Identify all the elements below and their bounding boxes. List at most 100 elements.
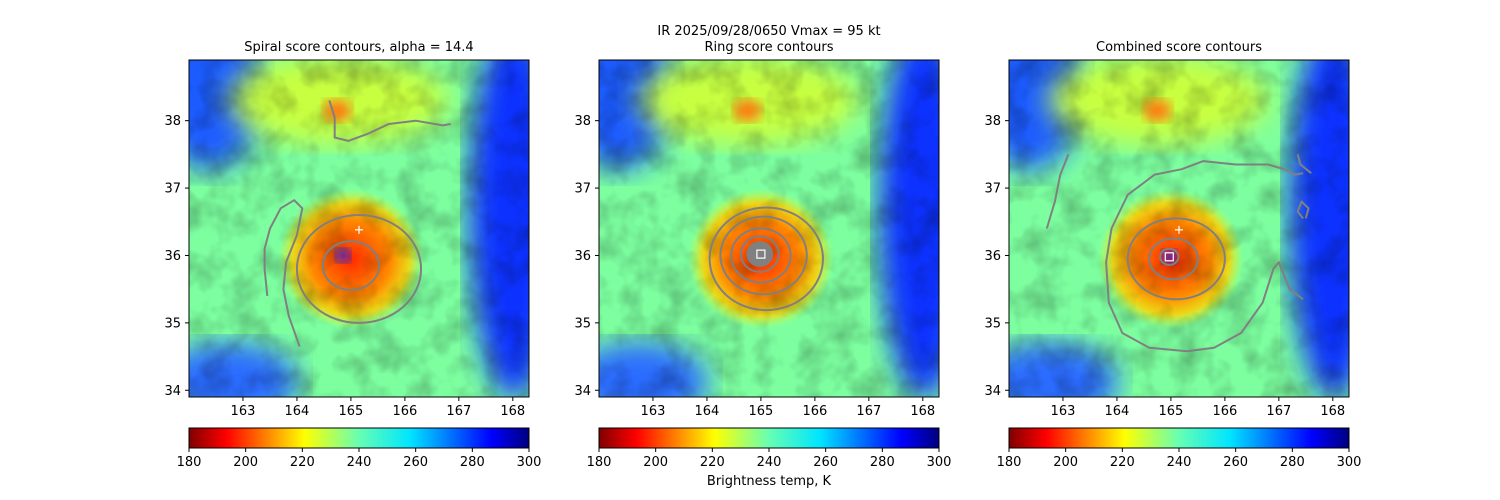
x-tick-label: 163 xyxy=(641,404,666,419)
convective-cell xyxy=(323,99,352,122)
y-tick-label: 37 xyxy=(164,182,181,197)
contour-4 xyxy=(328,100,451,142)
y-tick-label: 34 xyxy=(574,384,591,399)
y-tick-label: 36 xyxy=(984,249,1001,264)
contour-5 xyxy=(1045,154,1070,229)
x-tick-label: 165 xyxy=(748,404,773,419)
x-tick-label: 163 xyxy=(1051,404,1076,419)
contour-5 xyxy=(708,206,824,312)
axes-frame xyxy=(1008,59,1350,398)
colorbar-gradient xyxy=(188,427,530,449)
convective-cell xyxy=(1143,99,1172,122)
x-tick-label: 167 xyxy=(446,404,471,419)
y-tick-label: 36 xyxy=(164,249,181,264)
center-marker xyxy=(756,249,766,259)
figure-title: IR 2025/09/28/0650 Vmax = 95 kt xyxy=(657,24,880,39)
x-tick-label: 166 xyxy=(802,404,827,419)
contour-7 xyxy=(1296,154,1312,174)
y-tick-label: 35 xyxy=(574,316,591,331)
colorbar-tick-label: 260 xyxy=(403,455,428,470)
convective-cell xyxy=(733,99,762,122)
x-tick-label: 164 xyxy=(695,404,720,419)
colorbar-tick-label: 180 xyxy=(587,455,612,470)
colorbar-tick-label: 260 xyxy=(1223,455,1248,470)
colorbar-tick-label: 260 xyxy=(813,455,838,470)
contour-1 xyxy=(746,241,774,267)
contour-2 xyxy=(1148,237,1199,281)
contours xyxy=(708,206,824,312)
y-tick-label: 35 xyxy=(164,316,181,331)
contour-4 xyxy=(1105,160,1304,353)
colorbar-tick-label: 180 xyxy=(997,455,1022,470)
colorbar-tick-label: 240 xyxy=(347,455,372,470)
x-tick-label: 165 xyxy=(1158,404,1183,419)
x-tick-label: 164 xyxy=(285,404,310,419)
x-tick-label: 163 xyxy=(231,404,256,419)
colorbar-tick-label: 240 xyxy=(757,455,782,470)
colorbar-tick-label: 280 xyxy=(870,455,895,470)
colorbar: 180 200 220 240 260 280 300 xyxy=(177,427,542,470)
colorbar-tick-label: 240 xyxy=(1167,455,1192,470)
plus-marker xyxy=(355,225,363,234)
x-tick-label: 167 xyxy=(1266,404,1291,419)
x-tick-label: 164 xyxy=(1105,404,1130,419)
panel-3: Combined score contours 163 164 165 166 167 16… xyxy=(984,40,1362,470)
contour-2 xyxy=(739,235,780,273)
y-tick-label: 38 xyxy=(164,114,181,129)
colorbar: 180 200 220 240 260 280 300 xyxy=(997,427,1362,470)
contour-2 xyxy=(295,213,423,324)
y-tick-label: 37 xyxy=(574,182,591,197)
contour-3 xyxy=(1126,217,1226,301)
y-tick-label: 38 xyxy=(574,114,591,129)
x-tick-label: 168 xyxy=(500,404,525,419)
panel-title: Combined score contours xyxy=(1096,40,1262,55)
colorbar-tick-label: 220 xyxy=(1110,455,1135,470)
panel-2: Ring score contours 163 164 165 166 167 168 34 3… xyxy=(574,40,952,470)
panel-title: Ring score contours xyxy=(704,40,833,55)
contour-4 xyxy=(719,215,808,296)
colorbar-tick-label: 300 xyxy=(927,455,952,470)
contour-3 xyxy=(263,199,304,347)
colorbar-tick-label: 300 xyxy=(1337,455,1362,470)
eye xyxy=(1161,249,1177,264)
colorbar-tick-label: 200 xyxy=(1053,455,1078,470)
y-tick-label: 34 xyxy=(984,384,1001,399)
y-tick-label: 36 xyxy=(574,249,591,264)
x-tick-label: 168 xyxy=(910,404,935,419)
colorbar: 180 200 220 240 260 280 300 xyxy=(587,427,952,470)
y-tick-label: 37 xyxy=(984,182,1001,197)
x-tick-label: 166 xyxy=(392,404,417,419)
eye xyxy=(335,248,351,263)
colorbar-tick-label: 220 xyxy=(290,455,315,470)
axes-frame xyxy=(598,59,940,398)
contour-1 xyxy=(321,240,380,291)
y-tick-label: 35 xyxy=(984,316,1001,331)
colorbar-gradient xyxy=(598,427,940,449)
contours xyxy=(263,100,451,347)
panel-title: Spiral score contours, alpha = 14.4 xyxy=(244,40,473,55)
contour-3 xyxy=(730,227,792,284)
colorbar-tick-label: 280 xyxy=(1280,455,1305,470)
colorbar-label: Brightness temp, K xyxy=(707,474,832,489)
colorbar-tick-label: 220 xyxy=(700,455,725,470)
colorbar-tick-label: 200 xyxy=(643,455,668,470)
colorbar-tick-label: 200 xyxy=(233,455,258,470)
panel-1: Spiral score contours, alpha = 14.4 163 16… xyxy=(164,40,542,470)
contour-6 xyxy=(1296,200,1310,220)
x-tick-label: 168 xyxy=(1320,404,1345,419)
y-tick-label: 34 xyxy=(164,384,181,399)
colorbar-gradient xyxy=(1008,427,1350,449)
y-tick-label: 38 xyxy=(984,114,1001,129)
plus-marker xyxy=(1175,225,1183,234)
colorbar-tick-label: 180 xyxy=(177,455,202,470)
center-marker xyxy=(1164,252,1174,262)
contours xyxy=(1045,154,1312,353)
ir-image xyxy=(1009,60,1349,397)
contour-1 xyxy=(1159,247,1180,266)
x-tick-label: 165 xyxy=(338,404,363,419)
x-tick-label: 166 xyxy=(1212,404,1237,419)
colorbar-tick-label: 300 xyxy=(517,455,542,470)
axes-frame xyxy=(188,59,530,398)
colorbar-tick-label: 280 xyxy=(460,455,485,470)
